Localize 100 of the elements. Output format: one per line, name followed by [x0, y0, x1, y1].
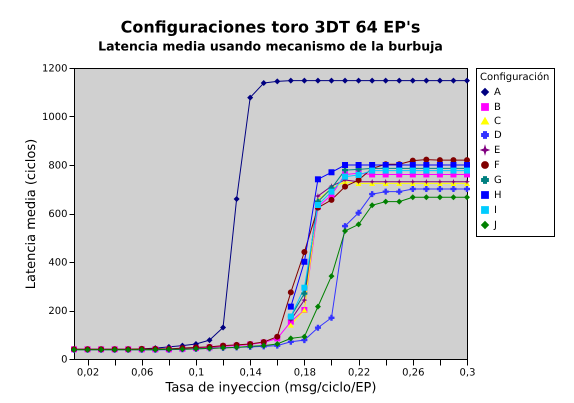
point	[301, 297, 308, 304]
point	[220, 324, 226, 330]
point	[301, 258, 308, 265]
point	[382, 198, 389, 205]
x-tick-label: 0,26	[402, 368, 424, 378]
point	[396, 168, 402, 174]
x-tick-label: 0,02	[76, 368, 100, 378]
point	[464, 168, 470, 174]
point	[410, 78, 416, 84]
point	[328, 78, 334, 84]
point	[436, 194, 443, 200]
legend-title: Configuración	[480, 72, 550, 83]
point	[423, 168, 430, 174]
point	[410, 194, 416, 200]
legend-label: F	[494, 160, 500, 171]
x-tick-label: 0,3	[460, 368, 476, 378]
legend-label: E	[494, 145, 500, 156]
point	[396, 188, 402, 195]
point	[436, 78, 443, 84]
legend-label: D	[494, 130, 502, 141]
point	[342, 228, 348, 234]
point	[450, 194, 456, 200]
point	[301, 249, 308, 256]
point	[288, 78, 294, 84]
point	[314, 304, 321, 310]
point	[328, 188, 334, 195]
point	[206, 337, 213, 344]
legend-label: G	[494, 175, 502, 186]
point	[288, 289, 294, 296]
point	[342, 78, 348, 84]
point	[342, 174, 348, 180]
point	[314, 193, 321, 200]
y-tick-label: 400	[48, 258, 68, 268]
x-tick-label: 0,06	[131, 368, 154, 378]
point	[301, 290, 308, 297]
point	[314, 176, 321, 182]
point	[328, 273, 334, 280]
x-tick-label: 0,18	[294, 368, 316, 378]
y-tick-label: 800	[48, 160, 68, 172]
point	[234, 196, 240, 202]
point	[369, 202, 376, 208]
x-tick-label: 0,14	[240, 368, 262, 378]
point	[396, 78, 402, 84]
legend-label: H	[494, 190, 502, 201]
point	[328, 169, 334, 176]
point	[464, 194, 470, 200]
point	[423, 78, 430, 84]
chart-subtitle: Latencia media usando mecanismo de la burbuja	[98, 38, 443, 54]
point	[301, 284, 308, 291]
point	[369, 191, 376, 198]
point	[369, 162, 376, 168]
legend-label: A	[494, 87, 501, 98]
point	[328, 314, 334, 321]
point	[247, 94, 254, 101]
point	[436, 168, 443, 174]
point	[369, 168, 376, 174]
point	[314, 78, 321, 84]
x-tick-label: 0,22	[348, 368, 370, 378]
point	[342, 184, 348, 190]
point	[450, 78, 456, 84]
point	[356, 221, 362, 228]
legend-label: B	[494, 102, 501, 113]
y-tick-label: 1000	[42, 112, 68, 123]
y-tick-label: 200	[48, 306, 68, 317]
point	[410, 186, 416, 192]
x-tick-label: 0,1	[188, 368, 204, 378]
legend-label: I	[494, 205, 497, 216]
point	[288, 304, 294, 310]
point	[274, 78, 280, 84]
y-tick-label: 0	[61, 354, 68, 366]
point	[382, 168, 389, 174]
point	[356, 162, 362, 168]
point	[382, 78, 389, 84]
point	[450, 186, 456, 192]
point	[450, 168, 456, 174]
point	[369, 78, 376, 84]
point	[356, 210, 362, 216]
y-tick-label: 1200	[42, 64, 68, 74]
point	[301, 334, 308, 340]
point	[301, 78, 308, 84]
point	[410, 168, 416, 174]
chart-title: Configuraciones toro 3DT 64 EP's	[120, 18, 420, 36]
point	[436, 162, 443, 168]
point	[288, 322, 294, 328]
x-axis-title: Tasa de inyeccion (msg/ciclo/EP)	[164, 380, 376, 396]
legend-label: C	[494, 116, 501, 127]
point	[288, 335, 294, 342]
point	[396, 198, 402, 205]
point	[328, 196, 334, 203]
point	[450, 162, 456, 168]
y-axis-title: Latencia media (ciclos)	[24, 138, 40, 290]
point	[423, 186, 430, 192]
point	[410, 162, 416, 168]
point	[464, 162, 470, 168]
point	[423, 194, 430, 200]
y-tick-label: 600	[48, 209, 68, 220]
point	[382, 188, 389, 195]
point	[464, 78, 470, 84]
legend-label: J	[493, 220, 497, 231]
point	[260, 80, 267, 86]
